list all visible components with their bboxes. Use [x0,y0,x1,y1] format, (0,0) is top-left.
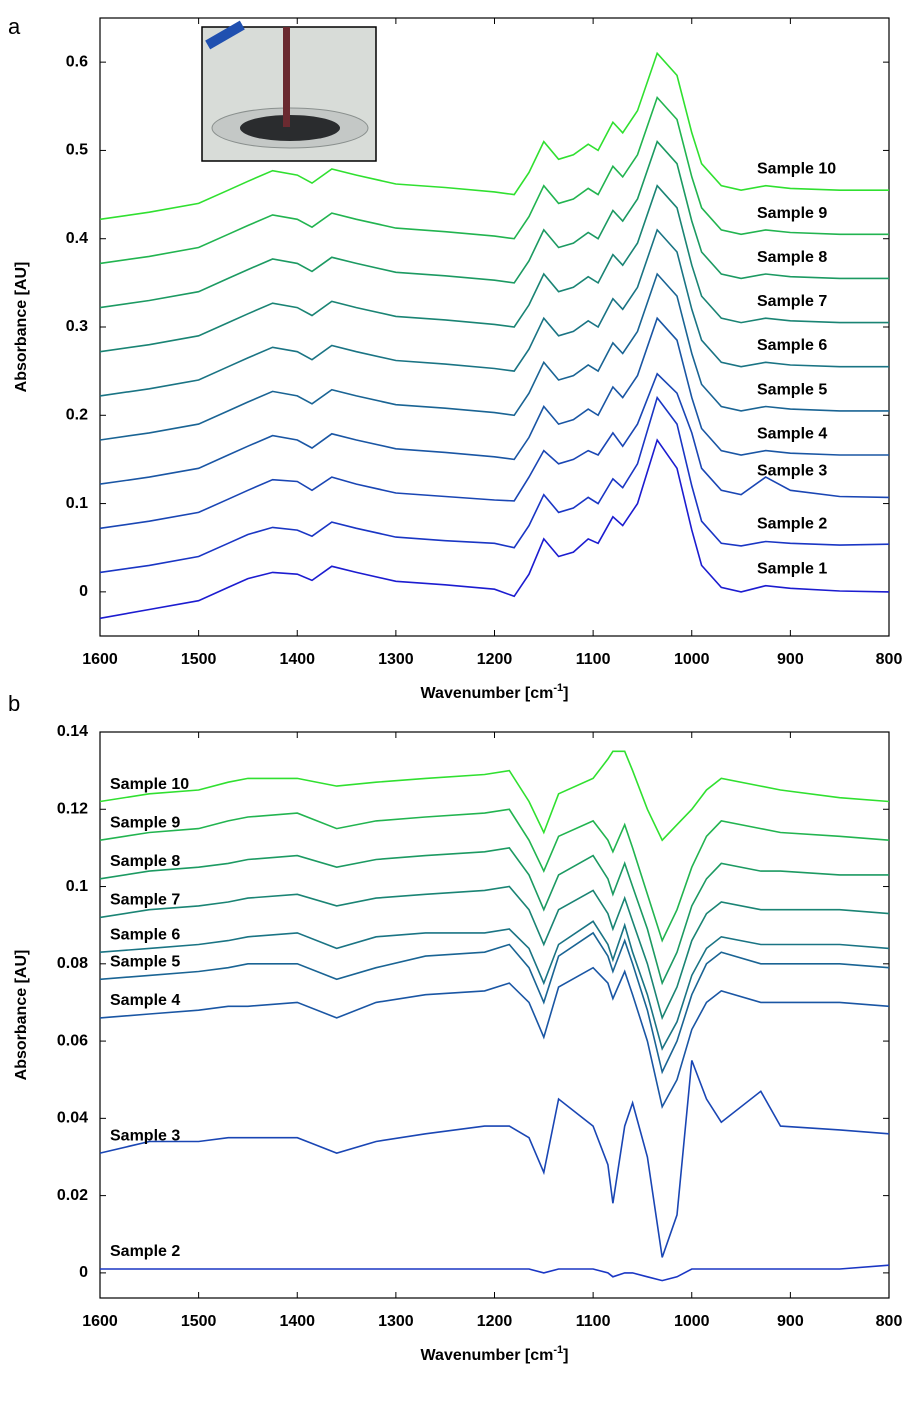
x-axis-label: Wavenumber [cm-1] [421,1344,569,1364]
x-tick-label: 1400 [279,651,315,668]
spectrum-line [99,395,890,574]
spectrum-line [99,95,889,265]
x-axis-label-part: Wavenumber [cm [421,1347,554,1364]
x-tick-label: 1100 [576,651,611,668]
series-label: Sample 2 [110,1243,180,1260]
y-tick-label: 0 [79,583,88,600]
x-tick-label: 1500 [181,1313,217,1330]
x-tick-label: 1200 [477,651,513,668]
panel-label: b [8,691,20,716]
y-tick-label: 0.12 [57,800,88,817]
series-label: Sample 9 [110,814,180,831]
spectrum-line [99,272,889,441]
x-tick-label: 900 [777,651,804,668]
series-label: Sample 2 [757,516,827,533]
spectrum-line [99,1060,890,1258]
x-axis-label-part: ] [563,685,568,702]
y-axis-label: Absorbance [AU] [13,950,30,1081]
spectrum-line [99,51,889,221]
series-label: Sample 4 [757,425,827,442]
panel-label: a [8,14,21,39]
x-tick-label: 1100 [576,1313,611,1330]
y-tick-label: 0.04 [57,1110,88,1127]
spectrum-line [99,966,890,1110]
spectrum-line [99,750,890,842]
x-axis-label: Wavenumber [cm-1] [421,682,569,702]
spectrum-line [99,438,890,620]
y-tick-label: 0.3 [66,318,88,335]
series-label: Sample 4 [110,992,180,1009]
spectrum-line [99,808,890,943]
spectrum-line [99,847,889,986]
series-label: Sample 8 [757,249,827,266]
x-tick-label: 1000 [674,651,710,668]
x-tick-label: 1400 [279,1313,315,1330]
spectrum-line [99,316,889,485]
spectrum-line [99,184,889,353]
series-label: Sample 5 [757,381,827,398]
x-axis-label-part: -1 [553,1344,563,1356]
plot-frame [99,17,890,637]
x-tick-label: 1600 [82,1313,118,1330]
y-tick-label: 0.08 [57,955,88,972]
inset-photo [201,20,377,162]
y-tick-label: 0.1 [66,878,88,895]
spectrum-line [99,920,890,1051]
y-tick-label: 0.2 [66,407,88,424]
series-label: Sample 3 [110,1127,180,1144]
y-tick-label: 0.5 [66,142,88,159]
spectrum-line [99,140,889,309]
series-label: Sample 8 [110,853,180,870]
chart-panel: a 1600 1500 1400 1300 1200 1100 1000 900 800 0 0.1 0… [8,14,902,702]
x-tick-label: 1200 [477,1313,513,1330]
y-tick-label: 0.1 [66,495,88,512]
spectrum-line [99,372,890,530]
spectrum-line [99,228,889,397]
x-axis-label-part: ] [563,1347,568,1364]
series-label: Sample 3 [757,463,827,480]
y-tick-label: 0.06 [57,1032,88,1049]
x-tick-label: 800 [876,1313,903,1330]
y-tick-label: 0 [79,1264,88,1281]
series-label: Sample 6 [110,926,180,943]
y-tick-label: 0.02 [57,1187,88,1204]
x-axis-label-part: -1 [553,682,563,694]
x-axis-label-part: Wavenumber [cm [421,685,554,702]
y-tick-label: 0.6 [66,53,88,70]
series-label: Sample 6 [757,337,827,354]
series-label: Sample 7 [757,293,827,310]
y-axis-label: Absorbance [AU] [13,262,30,393]
spectrum-line [99,885,890,1021]
spectrum-line [100,1264,890,1282]
x-tick-label: 900 [777,1313,804,1330]
x-tick-label: 800 [876,651,903,668]
series-label: Sample 10 [110,776,189,793]
y-tick-label: 0.14 [57,723,88,740]
x-tick-label: 1500 [181,651,217,668]
chart-panel: b 1600 1500 1400 1300 1200 1100 1000 900 800 0 0.02… [8,691,902,1364]
series-label: Sample 5 [110,953,180,970]
x-tick-label: 1600 [82,651,118,668]
x-tick-label: 1300 [378,1313,414,1330]
x-tick-label: 1300 [378,651,414,668]
plot-frame [99,731,890,1299]
y-tick-label: 0.4 [66,230,88,247]
series-label: Sample 9 [757,205,827,222]
series-label: Sample 10 [757,161,836,178]
series-label: Sample 1 [757,561,827,578]
spectrum-line [99,931,890,1075]
series-label: Sample 7 [110,892,180,909]
x-tick-label: 1000 [674,1313,710,1330]
